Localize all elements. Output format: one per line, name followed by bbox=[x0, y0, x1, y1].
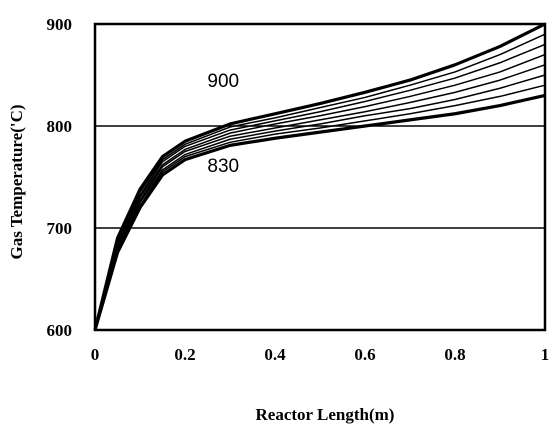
series-lines bbox=[93, 22, 546, 331]
series-line-2 bbox=[94, 84, 546, 331]
series-line-6 bbox=[94, 43, 546, 331]
x-tick-label: 0.6 bbox=[354, 345, 375, 364]
annotation-label: 830 bbox=[207, 156, 239, 177]
series-line-5 bbox=[94, 53, 546, 331]
annotations: 900 830 bbox=[207, 71, 239, 177]
y-tick-labels: 600 700 800 900 bbox=[47, 15, 73, 340]
series-line-4 bbox=[94, 64, 546, 331]
x-axis-label: Reactor Length(m) bbox=[256, 405, 395, 424]
series-line-8 bbox=[93, 22, 546, 331]
y-tick-label: 900 bbox=[47, 15, 73, 34]
x-tick-label: 0 bbox=[91, 345, 100, 364]
x-tick-label: 0.8 bbox=[444, 345, 465, 364]
x-tick-label: 0.2 bbox=[174, 345, 195, 364]
x-tick-labels: 0 0.2 0.4 0.6 0.8 1 bbox=[91, 345, 550, 364]
series-line-3 bbox=[94, 74, 546, 331]
y-tick-label: 800 bbox=[47, 117, 73, 136]
plot-frame bbox=[93, 22, 547, 332]
series-line-1 bbox=[93, 93, 546, 331]
x-tick-label: 0.4 bbox=[264, 345, 286, 364]
x-tick-label: 1 bbox=[541, 345, 550, 364]
y-tick-label: 600 bbox=[47, 321, 73, 340]
annotation-label: 900 bbox=[207, 71, 239, 92]
y-axis-label: Gas Temperature('C) bbox=[7, 104, 26, 259]
y-tick-label: 700 bbox=[47, 219, 73, 238]
grid-lines bbox=[95, 125, 545, 229]
